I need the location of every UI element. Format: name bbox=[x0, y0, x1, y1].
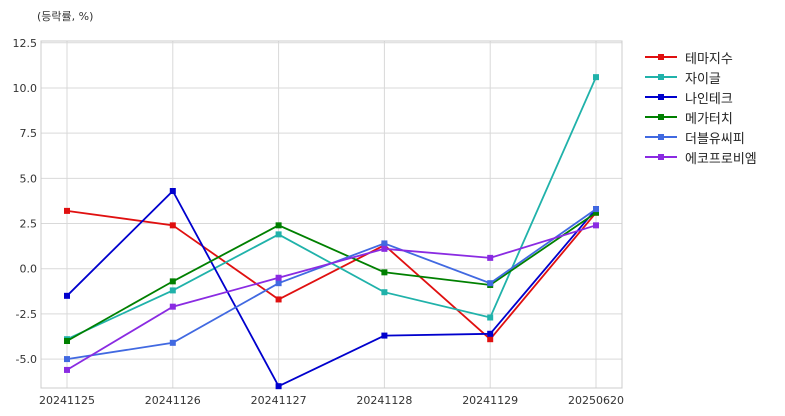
series-2 bbox=[64, 74, 599, 343]
y-tick-label: -2.5 bbox=[16, 308, 37, 321]
x-tick-label: 20250620 bbox=[568, 394, 624, 407]
data-point bbox=[169, 303, 176, 310]
data-point bbox=[593, 206, 599, 213]
y-tick-label: 5.0 bbox=[20, 172, 38, 185]
legend-label: 에코프로비엠 bbox=[685, 151, 757, 167]
data-point bbox=[275, 296, 282, 303]
legend-item: 자이글 bbox=[645, 67, 757, 87]
legend-swatch bbox=[645, 51, 677, 63]
data-point bbox=[64, 292, 70, 299]
x-tick-label: 20241129 bbox=[462, 394, 518, 407]
legend-swatch bbox=[645, 151, 677, 163]
y-tick-label: 10.0 bbox=[13, 82, 38, 95]
plot-area-border bbox=[40, 40, 623, 389]
data-point bbox=[169, 222, 176, 229]
data-point bbox=[275, 274, 282, 281]
data-point bbox=[593, 222, 599, 229]
series-line bbox=[66, 224, 597, 371]
data-point bbox=[64, 356, 70, 363]
x-tick-label: 20241128 bbox=[356, 394, 412, 407]
legend-swatch bbox=[645, 111, 677, 123]
legend-marker bbox=[658, 54, 664, 60]
series-line bbox=[66, 189, 597, 388]
data-point bbox=[275, 231, 282, 238]
legend-item: 에코프로비엠 bbox=[645, 147, 757, 167]
legend-marker bbox=[658, 134, 664, 140]
legend-item: 더블유씨피 bbox=[645, 127, 757, 147]
y-tick-label: 12.5 bbox=[13, 37, 38, 50]
series-line bbox=[66, 211, 597, 342]
data-point bbox=[275, 383, 282, 390]
legend-swatch bbox=[645, 131, 677, 143]
y-tick-label: 2.5 bbox=[20, 218, 38, 231]
x-tick-label: 20241125 bbox=[39, 394, 95, 407]
data-point bbox=[169, 287, 176, 294]
data-point bbox=[381, 289, 388, 296]
data-point bbox=[593, 74, 599, 81]
data-point bbox=[381, 240, 388, 247]
data-point bbox=[64, 338, 70, 345]
legend-label: 자이글 bbox=[685, 71, 721, 87]
data-point bbox=[169, 278, 176, 285]
legend-marker bbox=[658, 94, 664, 100]
axes: -5.0 -2.5 0.0 2.5 5.0 7.5 10.0 12.5 20241125 2024… bbox=[13, 37, 625, 407]
x-tick-label: 20241126 bbox=[145, 394, 201, 407]
data-point bbox=[593, 209, 599, 216]
y-tick-label: 0.0 bbox=[20, 263, 38, 276]
legend-label: 테마지수 bbox=[685, 51, 733, 67]
series-1 bbox=[64, 207, 599, 343]
legend-marker bbox=[658, 74, 664, 80]
series-line bbox=[66, 210, 597, 341]
series-6 bbox=[64, 222, 599, 373]
data-point bbox=[64, 207, 70, 214]
data-point bbox=[381, 332, 388, 339]
data-point bbox=[169, 188, 176, 195]
legend-label: 더블유씨피 bbox=[685, 131, 745, 147]
series-5 bbox=[64, 206, 599, 363]
legend-swatch bbox=[645, 91, 677, 103]
series-line bbox=[66, 76, 597, 341]
x-tick-label: 20241127 bbox=[251, 394, 307, 407]
legend-label: 나인테크 bbox=[685, 91, 733, 107]
y-unit-label: (등락률, %) bbox=[37, 10, 94, 23]
legend-item: 메가터치 bbox=[645, 107, 757, 127]
data-point bbox=[487, 280, 494, 287]
legend-item: 나인테크 bbox=[645, 87, 757, 107]
data-point bbox=[169, 339, 176, 346]
data-point bbox=[381, 269, 388, 276]
data-point bbox=[487, 336, 494, 343]
data-point bbox=[487, 254, 494, 261]
y-tick-label: 7.5 bbox=[20, 127, 38, 140]
data-point bbox=[64, 366, 70, 373]
series-layer bbox=[64, 74, 599, 390]
legend-swatch bbox=[645, 71, 677, 83]
series-line bbox=[66, 208, 597, 360]
legend-marker bbox=[658, 114, 664, 120]
data-point bbox=[487, 330, 494, 337]
grid bbox=[41, 41, 622, 388]
data-point bbox=[487, 314, 494, 321]
legend-item: 테마지수 bbox=[645, 47, 757, 67]
data-point bbox=[275, 280, 282, 287]
legend-label: 메가터치 bbox=[685, 111, 733, 127]
data-point bbox=[381, 245, 388, 252]
data-point bbox=[275, 222, 282, 229]
legend-marker bbox=[658, 154, 664, 160]
y-tick-label: -5.0 bbox=[16, 353, 37, 366]
